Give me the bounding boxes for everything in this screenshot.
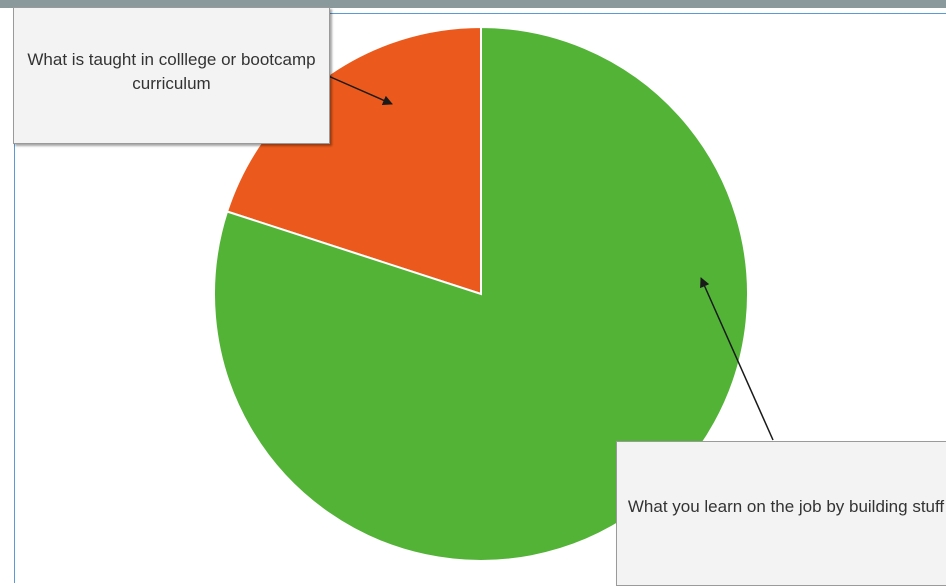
- callout-taught-text: What is taught in colllege or bootcamp c…: [27, 49, 316, 93]
- callout-on-job[interactable]: What you learn on the job by building st…: [616, 441, 946, 586]
- top-bar: [0, 0, 946, 8]
- callout-taught[interactable]: What is taught in colllege or bootcamp c…: [13, 7, 330, 144]
- callout-on-job-text: What you learn on the job by building st…: [627, 496, 945, 516]
- arrow-taught: [325, 74, 393, 105]
- arrow-on-job: [700, 277, 774, 441]
- pie-slices: [213, 25, 749, 562]
